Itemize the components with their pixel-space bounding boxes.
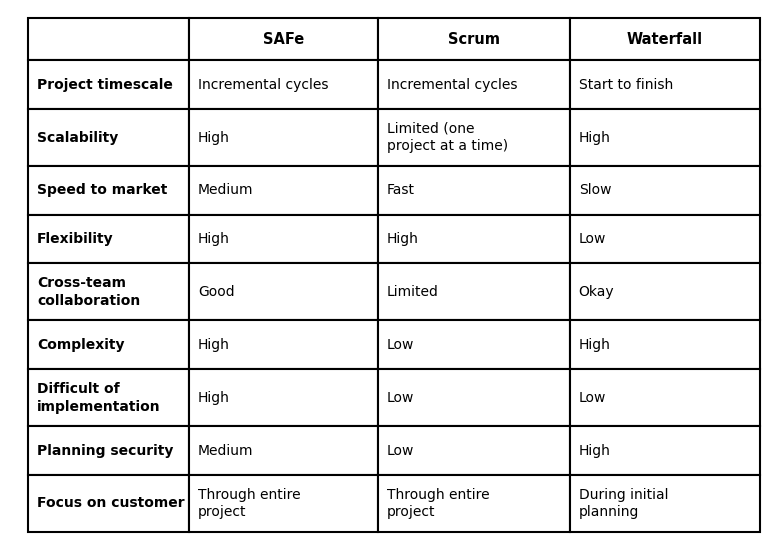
Bar bbox=[569, 214, 760, 263]
Text: Fast: Fast bbox=[387, 183, 415, 197]
Bar bbox=[189, 475, 378, 532]
Bar bbox=[569, 426, 760, 475]
Text: High: High bbox=[198, 232, 230, 246]
Bar bbox=[378, 166, 569, 214]
Text: High: High bbox=[198, 338, 230, 352]
Bar bbox=[378, 321, 569, 369]
Bar bbox=[28, 426, 189, 475]
Text: Low: Low bbox=[387, 443, 414, 458]
Text: Low: Low bbox=[579, 232, 606, 246]
Text: Project timescale: Project timescale bbox=[37, 78, 173, 92]
Bar bbox=[569, 321, 760, 369]
Bar bbox=[28, 109, 189, 166]
Bar bbox=[189, 263, 378, 321]
Bar bbox=[28, 166, 189, 214]
Text: Good: Good bbox=[198, 285, 235, 299]
Bar bbox=[378, 475, 569, 532]
Bar bbox=[189, 60, 378, 109]
Text: Limited: Limited bbox=[387, 285, 439, 299]
Bar bbox=[189, 426, 378, 475]
Bar bbox=[28, 369, 189, 426]
Text: Waterfall: Waterfall bbox=[627, 32, 703, 47]
Text: Low: Low bbox=[387, 338, 414, 352]
Bar bbox=[569, 166, 760, 214]
Bar bbox=[378, 369, 569, 426]
Bar bbox=[569, 18, 760, 60]
Text: Scalability: Scalability bbox=[37, 130, 119, 145]
Bar bbox=[28, 60, 189, 109]
Bar bbox=[378, 18, 569, 60]
Text: Low: Low bbox=[579, 390, 606, 405]
Text: High: High bbox=[198, 130, 230, 145]
Bar bbox=[378, 60, 569, 109]
Text: Low: Low bbox=[387, 390, 414, 405]
Text: High: High bbox=[198, 390, 230, 405]
Text: Complexity: Complexity bbox=[37, 338, 125, 352]
Text: Planning security: Planning security bbox=[37, 443, 173, 458]
Text: High: High bbox=[579, 338, 611, 352]
Text: Start to finish: Start to finish bbox=[579, 78, 673, 92]
Bar bbox=[569, 60, 760, 109]
Text: High: High bbox=[579, 130, 611, 145]
Text: During initial
planning: During initial planning bbox=[579, 487, 668, 519]
Bar bbox=[189, 166, 378, 214]
Bar bbox=[28, 214, 189, 263]
Bar bbox=[378, 263, 569, 321]
Text: Focus on customer: Focus on customer bbox=[37, 497, 185, 510]
Bar bbox=[378, 214, 569, 263]
Text: Difficult of
implementation: Difficult of implementation bbox=[37, 382, 161, 414]
Bar bbox=[189, 18, 378, 60]
Text: Flexibility: Flexibility bbox=[37, 232, 114, 246]
Bar bbox=[569, 109, 760, 166]
Bar bbox=[378, 426, 569, 475]
Text: Incremental cycles: Incremental cycles bbox=[198, 78, 328, 92]
Bar bbox=[189, 214, 378, 263]
Bar bbox=[189, 321, 378, 369]
Text: Incremental cycles: Incremental cycles bbox=[387, 78, 517, 92]
Bar bbox=[189, 369, 378, 426]
Text: Cross-team
collaboration: Cross-team collaboration bbox=[37, 276, 140, 308]
Text: High: High bbox=[387, 232, 419, 246]
Text: Limited (one
project at a time): Limited (one project at a time) bbox=[387, 122, 508, 153]
Text: Through entire
project: Through entire project bbox=[198, 487, 300, 519]
Bar bbox=[28, 475, 189, 532]
Bar bbox=[378, 109, 569, 166]
Text: Medium: Medium bbox=[198, 443, 254, 458]
Text: Through entire
project: Through entire project bbox=[387, 487, 490, 519]
Text: Slow: Slow bbox=[579, 183, 612, 197]
Bar bbox=[189, 109, 378, 166]
Text: Speed to market: Speed to market bbox=[37, 183, 168, 197]
Text: High: High bbox=[579, 443, 611, 458]
Bar bbox=[569, 475, 760, 532]
Bar bbox=[28, 263, 189, 321]
Bar bbox=[569, 369, 760, 426]
Text: Okay: Okay bbox=[579, 285, 615, 299]
Bar bbox=[28, 18, 189, 60]
Text: Medium: Medium bbox=[198, 183, 254, 197]
Text: Scrum: Scrum bbox=[448, 32, 500, 47]
Bar bbox=[28, 321, 189, 369]
Bar bbox=[569, 263, 760, 321]
Text: SAFe: SAFe bbox=[263, 32, 304, 47]
